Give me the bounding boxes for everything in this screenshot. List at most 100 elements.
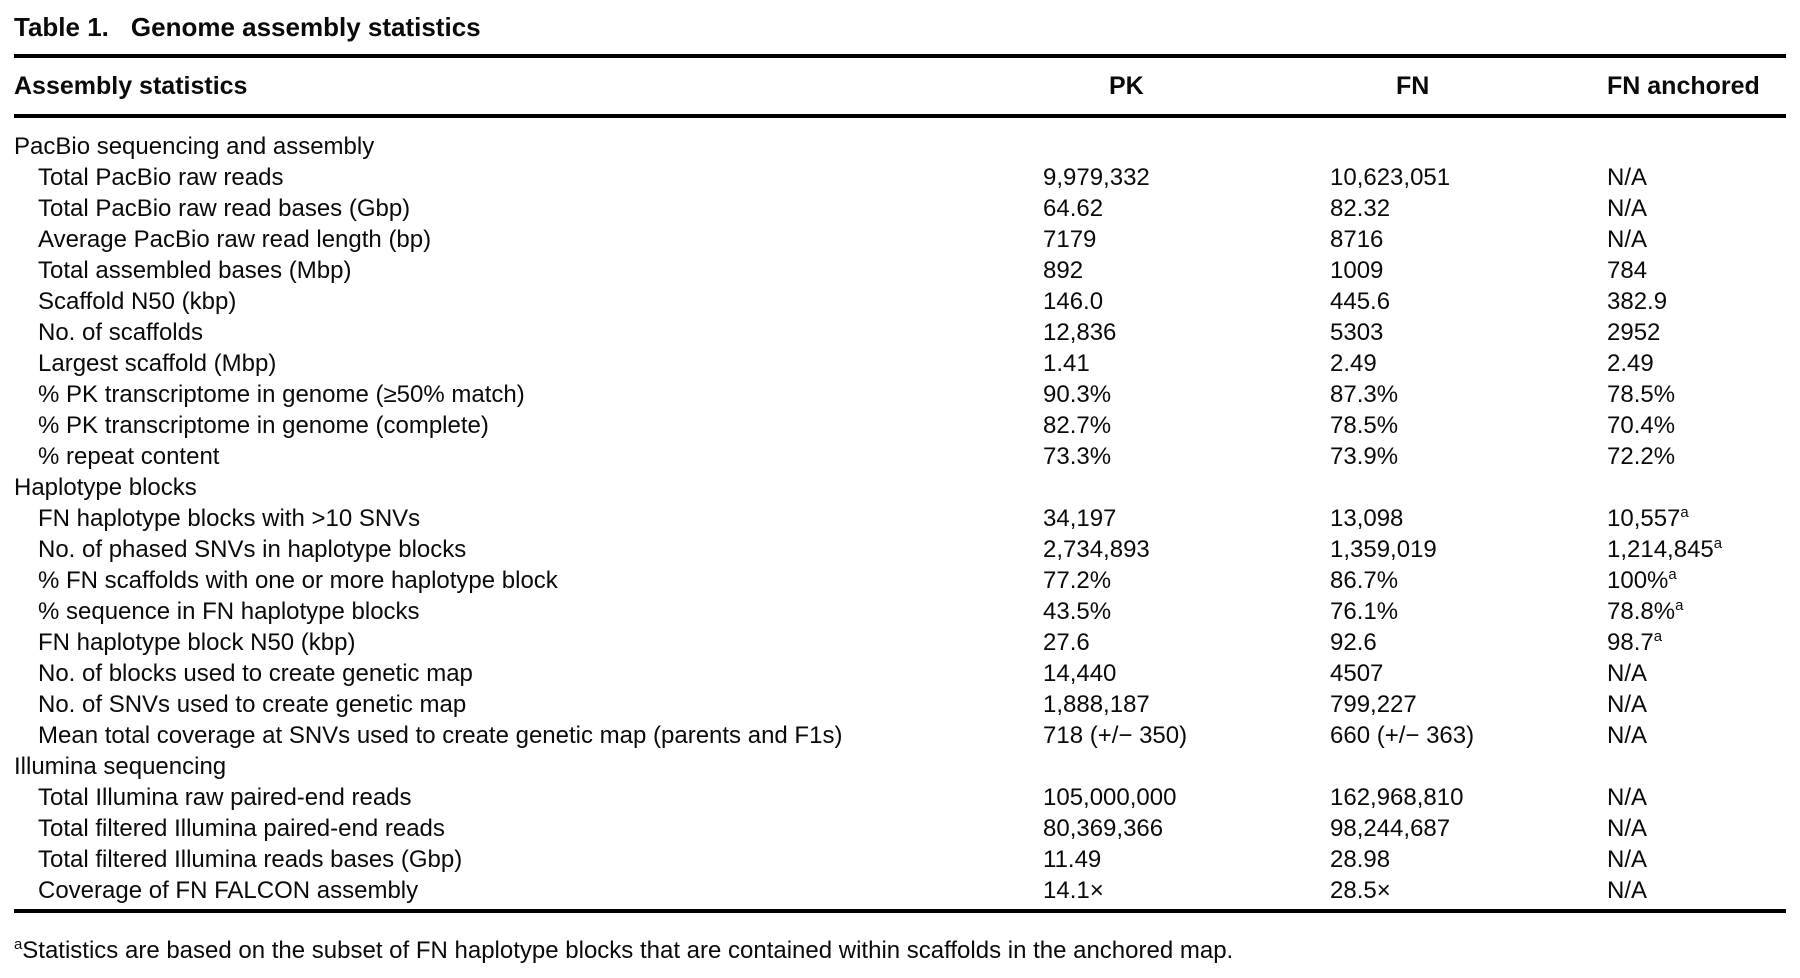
- table-row: Total filtered Illumina reads bases (Gbp…: [14, 844, 1786, 875]
- cell-value: 34,197: [1043, 505, 1117, 532]
- cell-value: 27.6: [1043, 629, 1090, 656]
- row-label: Total filtered Illumina paired-end reads: [38, 815, 445, 842]
- row-label: Total PacBio raw reads: [38, 164, 284, 191]
- footnote-marker: a: [1675, 598, 1684, 614]
- cell-value: 12,836: [1043, 319, 1117, 346]
- table-row: Average PacBio raw read length (bp) 7179 8…: [14, 224, 1786, 255]
- cell-value: 98,244,687: [1330, 815, 1451, 842]
- cell-value: 718 (+/− 350): [1043, 722, 1188, 749]
- table-body: PacBio sequencing and assembly Total PacB…: [14, 118, 1786, 909]
- footnote-marker: a: [1713, 536, 1723, 552]
- section-row: PacBio sequencing and assembly: [14, 131, 1786, 162]
- table-row: No. of blocks used to create genetic map…: [14, 658, 1786, 689]
- row-label: % FN scaffolds with one or more haplotyp…: [38, 567, 558, 594]
- column-header-assembly-statistics: Assembly statistics: [14, 71, 248, 100]
- row-label: Total Illumina raw paired-end reads: [38, 784, 412, 811]
- footnote-marker: a: [1680, 505, 1689, 521]
- section-row: Illumina sequencing: [14, 751, 1786, 782]
- cell-value: N/A: [1607, 226, 1648, 253]
- cell-value: 73.9%: [1330, 443, 1399, 470]
- cell-value: 162,968,810: [1330, 784, 1464, 811]
- row-label: % repeat content: [38, 443, 220, 470]
- footnote-marker: a: [1668, 567, 1677, 583]
- cell-value: 28.5×: [1330, 877, 1391, 904]
- table-row: Total assembled bases (Mbp) 892 1009 784: [14, 255, 1786, 286]
- cell-value: 28.98: [1330, 846, 1391, 873]
- row-label: FN haplotype blocks with >10 SNVs: [38, 505, 421, 532]
- section-row: Haplotype blocks: [14, 472, 1786, 503]
- cell-value: 92.6: [1330, 629, 1377, 656]
- cell-value: 2.49: [1607, 350, 1654, 377]
- row-label: % PK transcriptome in genome (complete): [38, 412, 489, 439]
- cell-value: 445.6: [1330, 288, 1391, 315]
- table-row: % repeat content 73.3% 73.9% 72.2%: [14, 441, 1786, 472]
- table-row: Total PacBio raw read bases (Gbp) 64.62 82…: [14, 193, 1786, 224]
- table-row: % PK transcriptome in genome (complete) 8…: [14, 410, 1786, 441]
- cell-value: 1,359,019: [1330, 536, 1437, 563]
- row-label: No. of blocks used to create genetic map: [38, 660, 473, 687]
- top-rule: [14, 54, 1786, 58]
- cell-value: 5303: [1330, 319, 1384, 346]
- cell-value: 72.2%: [1607, 443, 1676, 470]
- table-row: No. of scaffolds 12,836 5303 2952: [14, 317, 1786, 348]
- row-label: % sequence in FN haplotype blocks: [38, 598, 420, 625]
- section-label: Illumina sequencing: [14, 753, 227, 780]
- cell-value: 2952: [1607, 319, 1661, 346]
- table-row: FN haplotype block N50 (kbp) 27.6 92.6 98.7…: [14, 627, 1786, 658]
- row-label: FN haplotype block N50 (kbp): [38, 629, 356, 656]
- table-row: Total PacBio raw reads 9,979,332 10,623,05…: [14, 162, 1786, 193]
- table-row: % FN scaffolds with one or more haplotyp…: [14, 565, 1786, 596]
- cell-value: 7179: [1043, 226, 1097, 253]
- row-label: Total filtered Illumina reads bases (Gbp…: [38, 846, 463, 873]
- column-header-fn: FN: [1396, 71, 1430, 100]
- row-label: Largest scaffold (Mbp): [38, 350, 277, 377]
- cell-value: 98.7a: [1607, 629, 1662, 656]
- footnote-marker: a: [1653, 629, 1662, 645]
- cell-value: 100%a: [1607, 567, 1677, 594]
- table-row: Largest scaffold (Mbp) 1.41 2.49 2.49: [14, 348, 1786, 379]
- cell-value: 82.32: [1330, 195, 1391, 222]
- table-row: Mean total coverage at SNVs used to crea…: [14, 720, 1786, 751]
- cell-value: 86.7%: [1330, 567, 1399, 594]
- footnote: aStatistics are based on the subset of F…: [14, 937, 1786, 965]
- table-title-label: Table 1.: [14, 12, 109, 42]
- table-row: Scaffold N50 (kbp) 146.0 445.6 382.9: [14, 286, 1786, 317]
- cell-value: 382.9: [1607, 288, 1668, 315]
- row-label: No. of phased SNVs in haplotype blocks: [38, 536, 467, 563]
- cell-value: N/A: [1607, 846, 1648, 873]
- row-label: Average PacBio raw read length (bp): [38, 226, 432, 253]
- cell-value: 78.5%: [1607, 381, 1676, 408]
- cell-value: 2.49: [1330, 350, 1377, 377]
- cell-value: 105,000,000: [1043, 784, 1177, 811]
- cell-value: 14.1×: [1043, 877, 1104, 904]
- column-header-pk: PK: [1109, 71, 1144, 100]
- header-rule: [14, 114, 1786, 118]
- cell-value: 784: [1607, 257, 1648, 284]
- cell-value: N/A: [1607, 784, 1648, 811]
- row-label: No. of SNVs used to create genetic map: [38, 691, 467, 718]
- cell-value: N/A: [1607, 877, 1648, 904]
- cell-value: 10,623,051: [1330, 164, 1451, 191]
- cell-value: 146.0: [1043, 288, 1104, 315]
- table-row: % sequence in FN haplotype blocks 43.5% 76…: [14, 596, 1786, 627]
- cell-value: 90.3%: [1043, 381, 1112, 408]
- cell-value: 660 (+/− 363): [1330, 722, 1475, 749]
- cell-value: 43.5%: [1043, 598, 1112, 625]
- cell-value: 1.41: [1043, 350, 1090, 377]
- cell-value: 1,214,845a: [1607, 536, 1723, 563]
- row-label: Coverage of FN FALCON assembly: [38, 877, 419, 904]
- cell-value: 11.49: [1043, 846, 1102, 873]
- row-label: Scaffold N50 (kbp): [38, 288, 237, 315]
- row-label: % PK transcriptome in genome (≥50% match…: [38, 381, 525, 408]
- table-row: Coverage of FN FALCON assembly 14.1× 28.5×…: [14, 875, 1786, 906]
- table-row: Total filtered Illumina paired-end reads…: [14, 813, 1786, 844]
- cell-value: 14,440: [1043, 660, 1117, 687]
- cell-value: 64.62: [1043, 195, 1104, 222]
- table-row: % PK transcriptome in genome (≥50% match…: [14, 379, 1786, 410]
- table-row: No. of SNVs used to create genetic map 1,…: [14, 689, 1786, 720]
- cell-value: N/A: [1607, 722, 1648, 749]
- cell-value: N/A: [1607, 660, 1648, 687]
- cell-value: 76.1%: [1330, 598, 1399, 625]
- cell-value: 82.7%: [1043, 412, 1112, 439]
- column-header-fn-anchored: FN anchored: [1607, 71, 1760, 100]
